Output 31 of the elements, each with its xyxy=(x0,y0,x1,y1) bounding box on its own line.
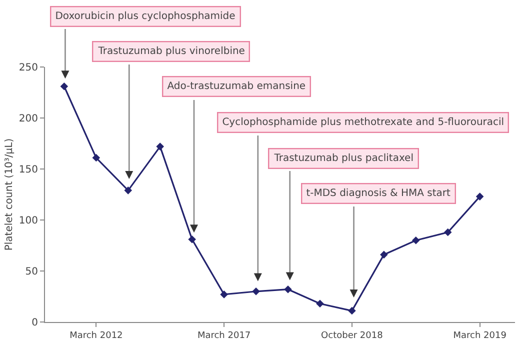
point xyxy=(316,300,324,308)
annotation: Cyclophosphamide plus methotrexate and 5-fluorouracil xyxy=(222,117,504,128)
text: Doxorubicin plus cyclophosphamide xyxy=(55,11,236,22)
point xyxy=(284,285,292,294)
point xyxy=(412,236,420,244)
point xyxy=(60,82,68,90)
y-tick-label: 0 xyxy=(32,318,38,328)
point xyxy=(348,306,356,315)
y-tick-label: 50 xyxy=(25,266,38,278)
y-tick-label: 250 xyxy=(18,62,38,74)
x-tick-label: March 2019 xyxy=(453,330,507,341)
annotation: Trastuzumab plus paclitaxel xyxy=(273,153,414,164)
y-tick-label: 100 xyxy=(18,216,38,226)
y-tick-label: 200 xyxy=(18,114,38,124)
point xyxy=(252,288,260,296)
x-tick-label: March 2017 xyxy=(197,330,251,341)
point xyxy=(124,186,132,194)
point xyxy=(188,235,196,244)
point xyxy=(92,154,100,162)
x-tick-label: October 2018 xyxy=(321,330,384,341)
point xyxy=(156,142,164,150)
x-tick-label: March 2012 xyxy=(70,330,123,341)
point xyxy=(476,192,484,200)
y-tick-label: 150 xyxy=(18,164,38,176)
point xyxy=(380,250,388,259)
point xyxy=(444,228,452,236)
annotation: Ado-trastuzumab emansine xyxy=(167,81,306,92)
point xyxy=(220,290,228,298)
text: Trastuzumab plus vinorelbine xyxy=(97,46,245,58)
y-axis-title: Platelet count (10³/μL) xyxy=(4,138,15,251)
annotation: t-MDS diagnosis & HMA start xyxy=(306,188,451,200)
